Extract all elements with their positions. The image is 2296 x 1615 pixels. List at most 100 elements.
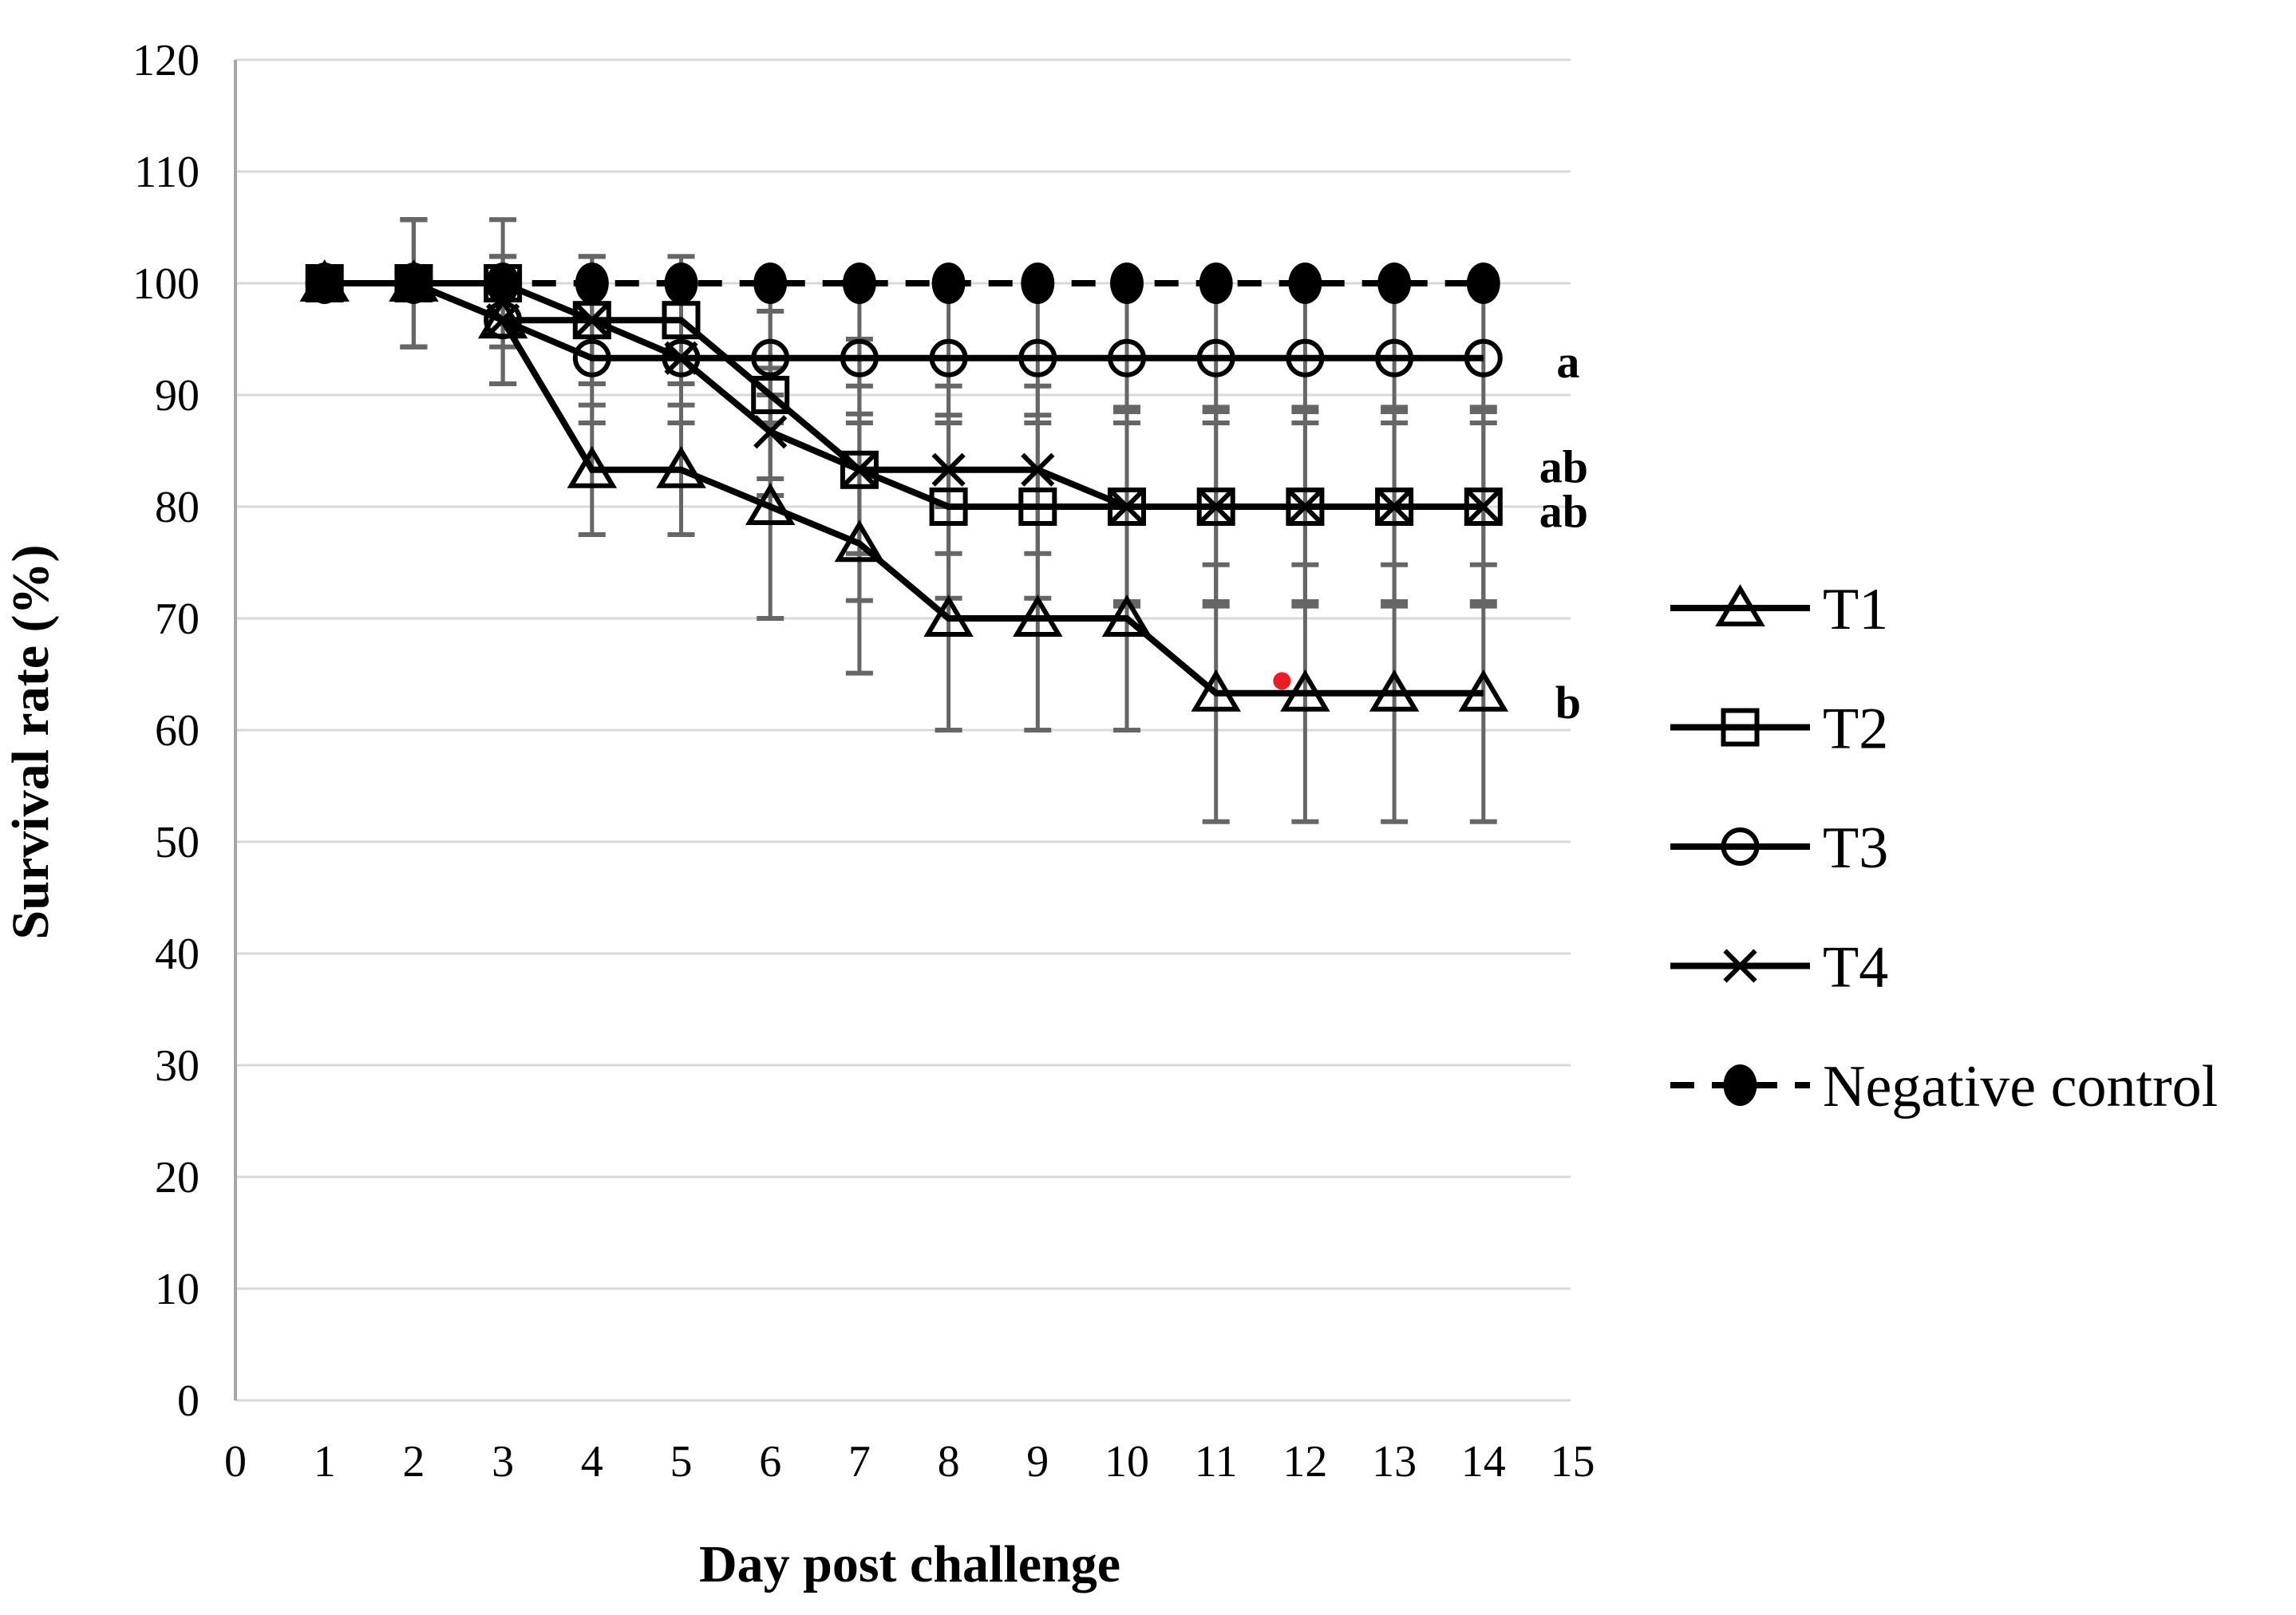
point-t3-day-7 bbox=[840, 338, 879, 377]
point-negative-control-day-1 bbox=[307, 263, 342, 304]
point-t1-day-5 bbox=[656, 445, 706, 488]
filled-circle-marker bbox=[1021, 263, 1055, 304]
triangle-marker bbox=[1280, 669, 1330, 712]
filled-circle-marker bbox=[1466, 263, 1500, 304]
point-t1-day-12 bbox=[1280, 669, 1330, 712]
triangle-marker bbox=[834, 519, 885, 563]
legend-marker-x bbox=[1723, 949, 1757, 983]
x-marker bbox=[1377, 489, 1412, 524]
point-t1-day-14 bbox=[1458, 669, 1509, 712]
legend-label: T2 bbox=[1823, 697, 1888, 762]
point-t3-day-11 bbox=[1196, 338, 1235, 377]
square-marker bbox=[1375, 488, 1414, 526]
point-negative-control-day-4 bbox=[575, 263, 609, 304]
x-tick-label-5: 5 bbox=[670, 1437, 693, 1487]
point-t3-day-5 bbox=[662, 338, 701, 377]
triangle-marker bbox=[1101, 594, 1152, 637]
legend: T1 T2 T3 T4 Negative control bbox=[1670, 577, 2218, 1119]
point-t4-day-9 bbox=[1021, 452, 1055, 487]
point-t2-day-13 bbox=[1375, 488, 1414, 526]
filled-circle-marker bbox=[1377, 263, 1412, 304]
y-tick-label-0: 0 bbox=[177, 1376, 200, 1426]
filled-circle-marker bbox=[1110, 263, 1144, 304]
x-marker bbox=[1466, 489, 1500, 524]
legend-item-t4: T4 bbox=[1670, 935, 1888, 1001]
filled-circle-marker bbox=[575, 263, 609, 304]
circle-marker bbox=[1196, 338, 1235, 377]
circle-marker bbox=[1464, 338, 1503, 377]
point-t3-day-9 bbox=[1018, 338, 1057, 377]
square-marker bbox=[1464, 488, 1503, 526]
triangle-marker bbox=[567, 445, 618, 488]
point-t3-day-12 bbox=[1286, 338, 1325, 377]
square-marker bbox=[1286, 488, 1325, 526]
y-tick-label-60: 60 bbox=[155, 706, 200, 756]
point-t4-day-7 bbox=[842, 452, 877, 487]
filled-circle-marker bbox=[842, 263, 876, 304]
y-tick-label-30: 30 bbox=[155, 1041, 200, 1091]
x-tick-label-0: 0 bbox=[224, 1437, 247, 1487]
x-marker bbox=[575, 303, 609, 338]
x-tick-label-14: 14 bbox=[1461, 1437, 1506, 1487]
point-t4-day-12 bbox=[1288, 489, 1322, 524]
triangle-marker bbox=[1013, 594, 1063, 637]
legend-marker-triangle bbox=[1715, 584, 1765, 626]
square-marker bbox=[1721, 708, 1760, 747]
point-t1-day-4 bbox=[567, 445, 618, 488]
legend-item-t1: T1 bbox=[1670, 577, 1888, 642]
y-tick-label-90: 90 bbox=[155, 371, 200, 421]
square-marker bbox=[1108, 488, 1146, 526]
gridlines bbox=[235, 58, 1571, 1402]
x-tick-label-7: 7 bbox=[848, 1437, 871, 1487]
point-negative-control-day-11 bbox=[1199, 263, 1233, 304]
x-tick-label-3: 3 bbox=[492, 1437, 514, 1487]
x-tick-label-15: 15 bbox=[1551, 1437, 1595, 1487]
legend-marker-filled-circle bbox=[1723, 1064, 1757, 1106]
point-t1-day-8 bbox=[923, 594, 974, 637]
x-marker bbox=[485, 303, 520, 338]
point-t1-day-13 bbox=[1369, 669, 1420, 712]
filled-circle-marker bbox=[397, 263, 431, 304]
legend-label: T4 bbox=[1823, 935, 1888, 1001]
x-tick-label-1: 1 bbox=[314, 1437, 336, 1487]
triangle-marker bbox=[1191, 669, 1241, 712]
x-tick-label-2: 2 bbox=[402, 1437, 425, 1487]
square-marker bbox=[1018, 488, 1057, 526]
point-negative-control-day-13 bbox=[1377, 263, 1412, 304]
y-tick-label-20: 20 bbox=[155, 1153, 200, 1202]
legend-item-t2: T2 bbox=[1670, 697, 1888, 762]
y-tick-label-70: 70 bbox=[155, 594, 200, 644]
legend-label: T3 bbox=[1823, 815, 1888, 881]
y-tick-label-100: 100 bbox=[132, 259, 200, 309]
y-tick-label-110: 110 bbox=[134, 148, 200, 197]
x-axis-title: Day post challenge bbox=[699, 1535, 1120, 1593]
circle-marker bbox=[1018, 338, 1057, 377]
point-t4-day-8 bbox=[931, 452, 966, 487]
circle-marker bbox=[929, 338, 968, 377]
x-marker bbox=[1288, 489, 1322, 524]
legend-marker-square bbox=[1721, 708, 1760, 747]
x-marker bbox=[842, 452, 877, 487]
filled-circle-marker bbox=[1723, 1064, 1757, 1106]
legend-label: T1 bbox=[1823, 577, 1888, 642]
legend-item-negative-control: Negative control bbox=[1670, 1054, 2218, 1119]
triangle-marker bbox=[656, 445, 706, 488]
y-tick-label-10: 10 bbox=[155, 1265, 200, 1314]
square-marker bbox=[840, 450, 879, 489]
point-t4-day-11 bbox=[1199, 489, 1233, 524]
circle-marker bbox=[1375, 338, 1414, 377]
sig-label-3-b: b bbox=[1555, 677, 1581, 729]
line-t1 bbox=[324, 280, 1484, 697]
series-markers bbox=[299, 259, 1509, 712]
point-negative-control-day-8 bbox=[931, 263, 966, 304]
circle-marker bbox=[662, 338, 701, 377]
y-tick-label-40: 40 bbox=[155, 930, 200, 979]
point-t2-day-11 bbox=[1196, 488, 1235, 526]
x-marker bbox=[1723, 949, 1757, 983]
point-t4-day-3 bbox=[485, 303, 520, 338]
point-t4-day-6 bbox=[753, 415, 788, 449]
legend-item-t3: T3 bbox=[1670, 815, 1888, 881]
square-marker bbox=[1196, 488, 1235, 526]
x-tick-label-13: 13 bbox=[1372, 1437, 1417, 1487]
